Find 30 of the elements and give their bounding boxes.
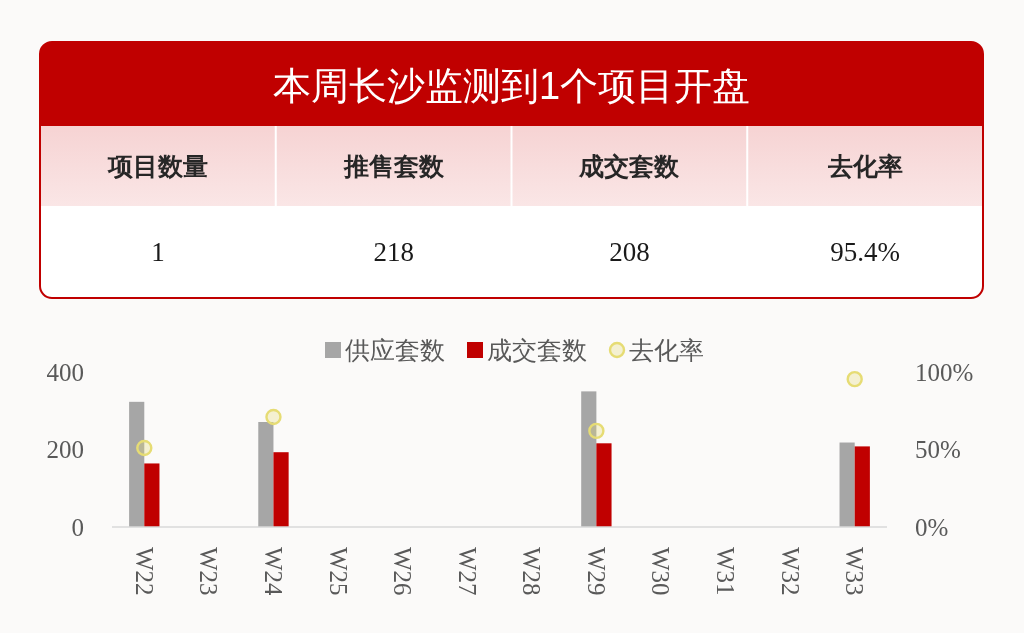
x-tick-label: W32 — [776, 547, 804, 596]
y2-tick-label: 0% — [915, 513, 949, 541]
category-label: 项目数量 — [106, 152, 208, 180]
x-tick-label: W23 — [195, 547, 223, 596]
legend-label: 成交套数 — [487, 336, 587, 364]
legend-label: 供应套数 — [345, 336, 445, 364]
x-tick-label: W24 — [259, 547, 287, 597]
y-tick-label: 400 — [46, 358, 84, 386]
x-tick-label: W29 — [582, 547, 610, 596]
legend-label: 去化率 — [629, 336, 704, 364]
x-tick-label: W25 — [324, 547, 352, 596]
y2-tick-label: 50% — [915, 436, 961, 463]
x-tick-label: W26 — [389, 547, 417, 596]
x-tick-label: W33 — [841, 547, 869, 596]
x-tick-label: W22 — [130, 547, 158, 596]
text: 95.4% — [830, 237, 900, 267]
x-tick-label: W31 — [712, 547, 740, 596]
x-tick-label: W28 — [518, 547, 546, 596]
x-tick-label: W30 — [647, 547, 675, 596]
x-tick-label: W27 — [453, 547, 481, 596]
text: 1 — [151, 237, 165, 267]
y-tick-label: 200 — [46, 436, 84, 463]
category-label: 去化率 — [826, 152, 903, 180]
category-label: 成交套数 — [578, 152, 681, 180]
y2-tick-label: 100% — [915, 358, 974, 386]
category-label: 推售套数 — [342, 152, 445, 180]
y-tick-label: 0 — [71, 513, 84, 541]
text: 218 — [373, 237, 414, 267]
text: 208 — [609, 237, 650, 267]
card-title: 本周长沙监测到1个项目开盘 — [272, 65, 751, 107]
